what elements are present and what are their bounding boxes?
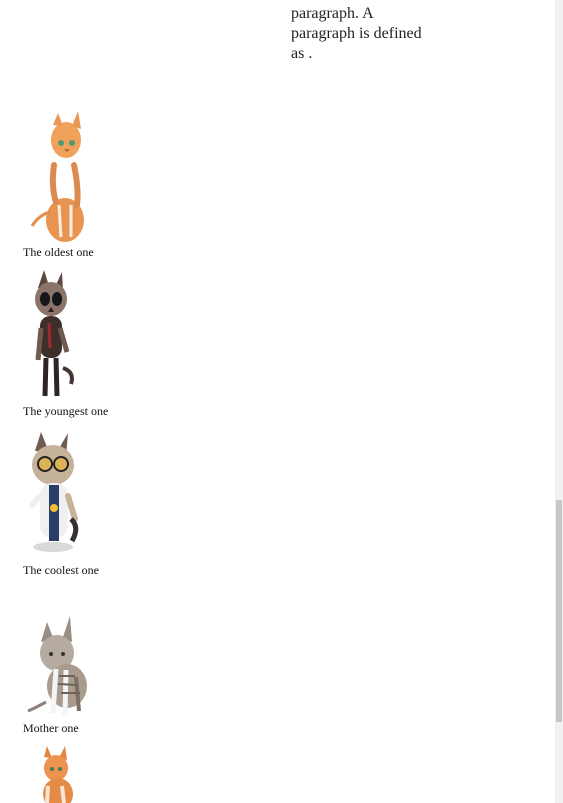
tabby-cat-icon bbox=[27, 616, 87, 716]
orange-kitten-icon bbox=[30, 111, 84, 242]
cat-caption-coolest: The coolest one bbox=[23, 563, 99, 577]
cartoon-cat-icon bbox=[29, 432, 79, 552]
cat-caption-mother: Mother one bbox=[23, 721, 79, 735]
cat-card-youngest: The youngest one bbox=[23, 268, 153, 419]
orange-kitten-image bbox=[23, 744, 93, 803]
siamese-cat-icon bbox=[35, 270, 74, 397]
orange-kitten-icon bbox=[43, 746, 73, 803]
cat-card-oldest: The oldest one bbox=[23, 109, 153, 260]
tabby-cat-image bbox=[23, 585, 93, 720]
cat-caption-oldest: The oldest one bbox=[23, 245, 94, 259]
cat-card-mother: Mother one bbox=[23, 585, 153, 736]
page-scrollbar[interactable] bbox=[555, 0, 563, 803]
siamese-cat-image bbox=[23, 268, 93, 403]
cartoon-cat-image bbox=[23, 427, 93, 562]
cat-card-partial bbox=[23, 744, 153, 803]
cat-caption-youngest: The youngest one bbox=[23, 404, 109, 418]
paragraph-text: paragraph. A paragraph is defined as . bbox=[291, 5, 422, 62]
cat-card-coolest: The coolest one bbox=[23, 427, 153, 578]
orange-kitten-image bbox=[23, 109, 93, 244]
scrollbar-thumb[interactable] bbox=[556, 500, 562, 722]
